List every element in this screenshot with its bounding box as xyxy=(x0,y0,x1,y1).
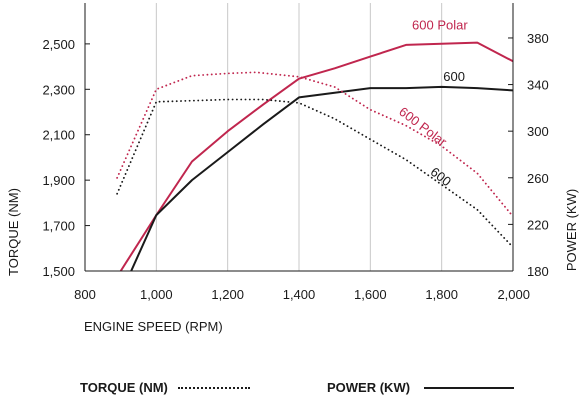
legend-torque-swatch xyxy=(177,386,250,389)
y-axis-left-title: TORQUE (NM) xyxy=(6,188,21,276)
x-axis-title: ENGINE SPEED (RPM) xyxy=(84,319,223,334)
y-left-tick-label: 2,300 xyxy=(42,82,75,97)
y-right-tick-label: 220 xyxy=(527,217,549,232)
x-tick-label: 800 xyxy=(74,287,96,302)
legend-power-label: POWER (KW) xyxy=(327,380,411,395)
tick-labels: 1,500 1,700 1,900 2,100 2,300 2,500 180 220 260 3… xyxy=(42,31,548,302)
legend-power: POWER (KW) xyxy=(327,380,515,395)
legend-torque: TORQUE (NM) xyxy=(80,380,250,395)
series-line-torque-600-polar xyxy=(116,71,513,218)
x-tick-label: 1,800 xyxy=(425,287,458,302)
y-right-tick-label: 340 xyxy=(527,78,549,93)
y-left-tick-label: 1,500 xyxy=(42,264,75,279)
y-right-tick-label: 300 xyxy=(527,124,549,139)
legend-power-swatch xyxy=(424,386,515,389)
y-right-tick-label: 180 xyxy=(527,264,549,279)
legend-torque-label: TORQUE (NM) xyxy=(80,380,168,395)
series-line-power-600-polar xyxy=(119,41,513,271)
series-line-torque-600 xyxy=(116,98,513,249)
y-axis-right-title: POWER (KW) xyxy=(564,189,579,271)
x-tick-label: 1,200 xyxy=(211,287,244,302)
x-tick-label: 2,000 xyxy=(497,287,530,302)
x-tick-label: 1,000 xyxy=(140,287,173,302)
series-group xyxy=(116,41,513,271)
x-tick-label: 1,400 xyxy=(283,287,316,302)
y-left-tick-label: 1,900 xyxy=(42,173,75,188)
y-right-tick-label: 380 xyxy=(527,31,549,46)
series-annotation: 600 xyxy=(428,164,454,189)
y-right-tick-label: 260 xyxy=(527,171,549,186)
series-line-power-600 xyxy=(130,85,513,271)
x-tick-label: 1,600 xyxy=(354,287,387,302)
grid xyxy=(155,3,443,271)
plot-frame xyxy=(84,3,514,272)
y-left-tick-label: 2,500 xyxy=(42,37,75,52)
y-left-tick-label: 1,700 xyxy=(42,219,75,234)
y-left-tick-label: 2,100 xyxy=(42,128,75,143)
series-annotation: 600 Polar xyxy=(412,18,468,33)
series-annotation: 600 xyxy=(443,69,465,84)
